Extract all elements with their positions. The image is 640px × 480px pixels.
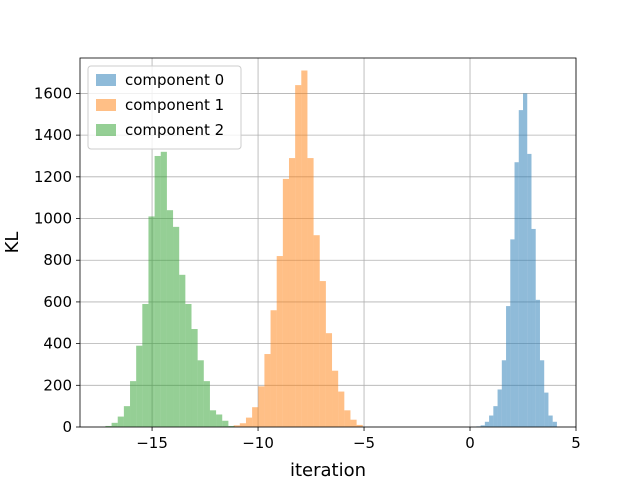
y-tick-label: 0 xyxy=(62,418,72,436)
y-tick-label: 800 xyxy=(43,251,72,269)
histogram-bar xyxy=(245,417,253,427)
histogram-bar xyxy=(123,406,131,427)
y-axis-label: KL xyxy=(2,232,23,254)
histogram-bars xyxy=(105,70,557,428)
legend-label: component 1 xyxy=(125,96,224,114)
histogram-bar xyxy=(356,424,363,427)
histogram-bar xyxy=(548,415,553,427)
histogram-bar xyxy=(338,391,345,427)
histogram-bar xyxy=(228,425,235,427)
histogram-bar xyxy=(209,410,217,427)
histogram-bar xyxy=(185,304,192,427)
histogram-bar xyxy=(510,239,515,427)
histogram-bar xyxy=(527,153,532,427)
histogram-bar xyxy=(233,425,240,427)
histogram-bar xyxy=(480,425,485,427)
series-2-bars xyxy=(105,151,235,428)
histogram-bar xyxy=(130,381,137,427)
histogram-bar xyxy=(154,155,161,428)
histogram-bar xyxy=(518,110,524,427)
histogram-bar xyxy=(506,306,511,427)
series-0-bars xyxy=(476,93,557,428)
y-tick-label: 1600 xyxy=(34,84,72,102)
y-tick-label: 1000 xyxy=(34,210,72,228)
histogram-bar xyxy=(160,151,167,428)
histogram-bar xyxy=(252,407,259,427)
legend-box xyxy=(87,65,242,150)
y-tick-label: 600 xyxy=(43,293,72,311)
histogram-bar xyxy=(497,389,502,427)
histogram-bar xyxy=(523,93,528,428)
plot-frame xyxy=(79,57,577,428)
legend-swatch xyxy=(96,124,116,136)
histogram-bar xyxy=(282,178,289,427)
histogram-bar xyxy=(173,226,180,427)
histogram-bar xyxy=(191,329,198,427)
y-tick-label: 200 xyxy=(43,376,72,394)
legend: component 0 component 1 component 2 xyxy=(87,65,242,150)
histogram-bar xyxy=(332,370,339,427)
histogram-bar xyxy=(535,299,540,427)
histogram-bar xyxy=(319,281,326,427)
histogram-bar xyxy=(111,422,118,427)
histogram-bar xyxy=(552,421,557,427)
histogram-bar xyxy=(489,415,494,427)
histogram-bar xyxy=(258,386,265,427)
histogram-bar xyxy=(148,216,155,427)
y-tick-label: 1400 xyxy=(34,126,72,144)
x-tick-label: −15 xyxy=(136,434,168,452)
histogram-bar xyxy=(105,425,112,427)
histogram-bar xyxy=(539,360,545,427)
histogram-bar xyxy=(288,158,296,427)
legend-swatch xyxy=(96,99,116,111)
histogram-bar xyxy=(501,360,507,427)
x-tick-label: 5 xyxy=(571,434,581,452)
histogram-bar xyxy=(276,256,283,427)
histogram-bar xyxy=(166,210,174,427)
histogram-bar xyxy=(531,228,536,427)
histogram-bar xyxy=(239,423,246,427)
histogram-bar xyxy=(136,345,143,427)
x-axis-ticks: −15 −10 −5 0 5 xyxy=(136,427,581,452)
histogram-bar xyxy=(350,419,357,427)
histogram-bar xyxy=(301,70,308,427)
legend-label: component 0 xyxy=(125,71,224,89)
histogram-bar xyxy=(222,420,229,427)
histogram-bar xyxy=(179,274,186,427)
y-axis-ticks: 0 200 400 600 800 1000 1200 1400 1600 xyxy=(34,84,80,436)
legend-swatch xyxy=(96,74,116,86)
x-axis-label: iteration xyxy=(290,460,366,480)
x-tick-label: 0 xyxy=(465,434,475,452)
histogram-bar xyxy=(544,392,549,427)
x-tick-label: −5 xyxy=(353,434,375,452)
legend-label: component 2 xyxy=(125,121,224,139)
x-tick-label: −10 xyxy=(242,434,274,452)
histogram-bar xyxy=(484,421,490,427)
y-tick-label: 1200 xyxy=(34,168,72,186)
histogram-bar xyxy=(270,310,277,427)
histogram-bar xyxy=(142,304,149,427)
histogram-bar xyxy=(264,354,271,427)
histogram-bar xyxy=(295,85,302,428)
histogram-bar xyxy=(117,416,124,427)
histogram-bar xyxy=(216,414,223,427)
histogram-bar xyxy=(514,162,519,427)
histogram-bar xyxy=(307,158,314,427)
histogram-bar xyxy=(493,406,498,427)
series-1-bars xyxy=(233,70,363,428)
y-tick-label: 400 xyxy=(43,335,72,353)
histogram-bar xyxy=(203,381,210,427)
histogram-bar xyxy=(344,410,351,427)
histogram-bar xyxy=(313,235,320,427)
histogram-bar xyxy=(197,360,204,427)
histogram-bar xyxy=(325,333,333,427)
